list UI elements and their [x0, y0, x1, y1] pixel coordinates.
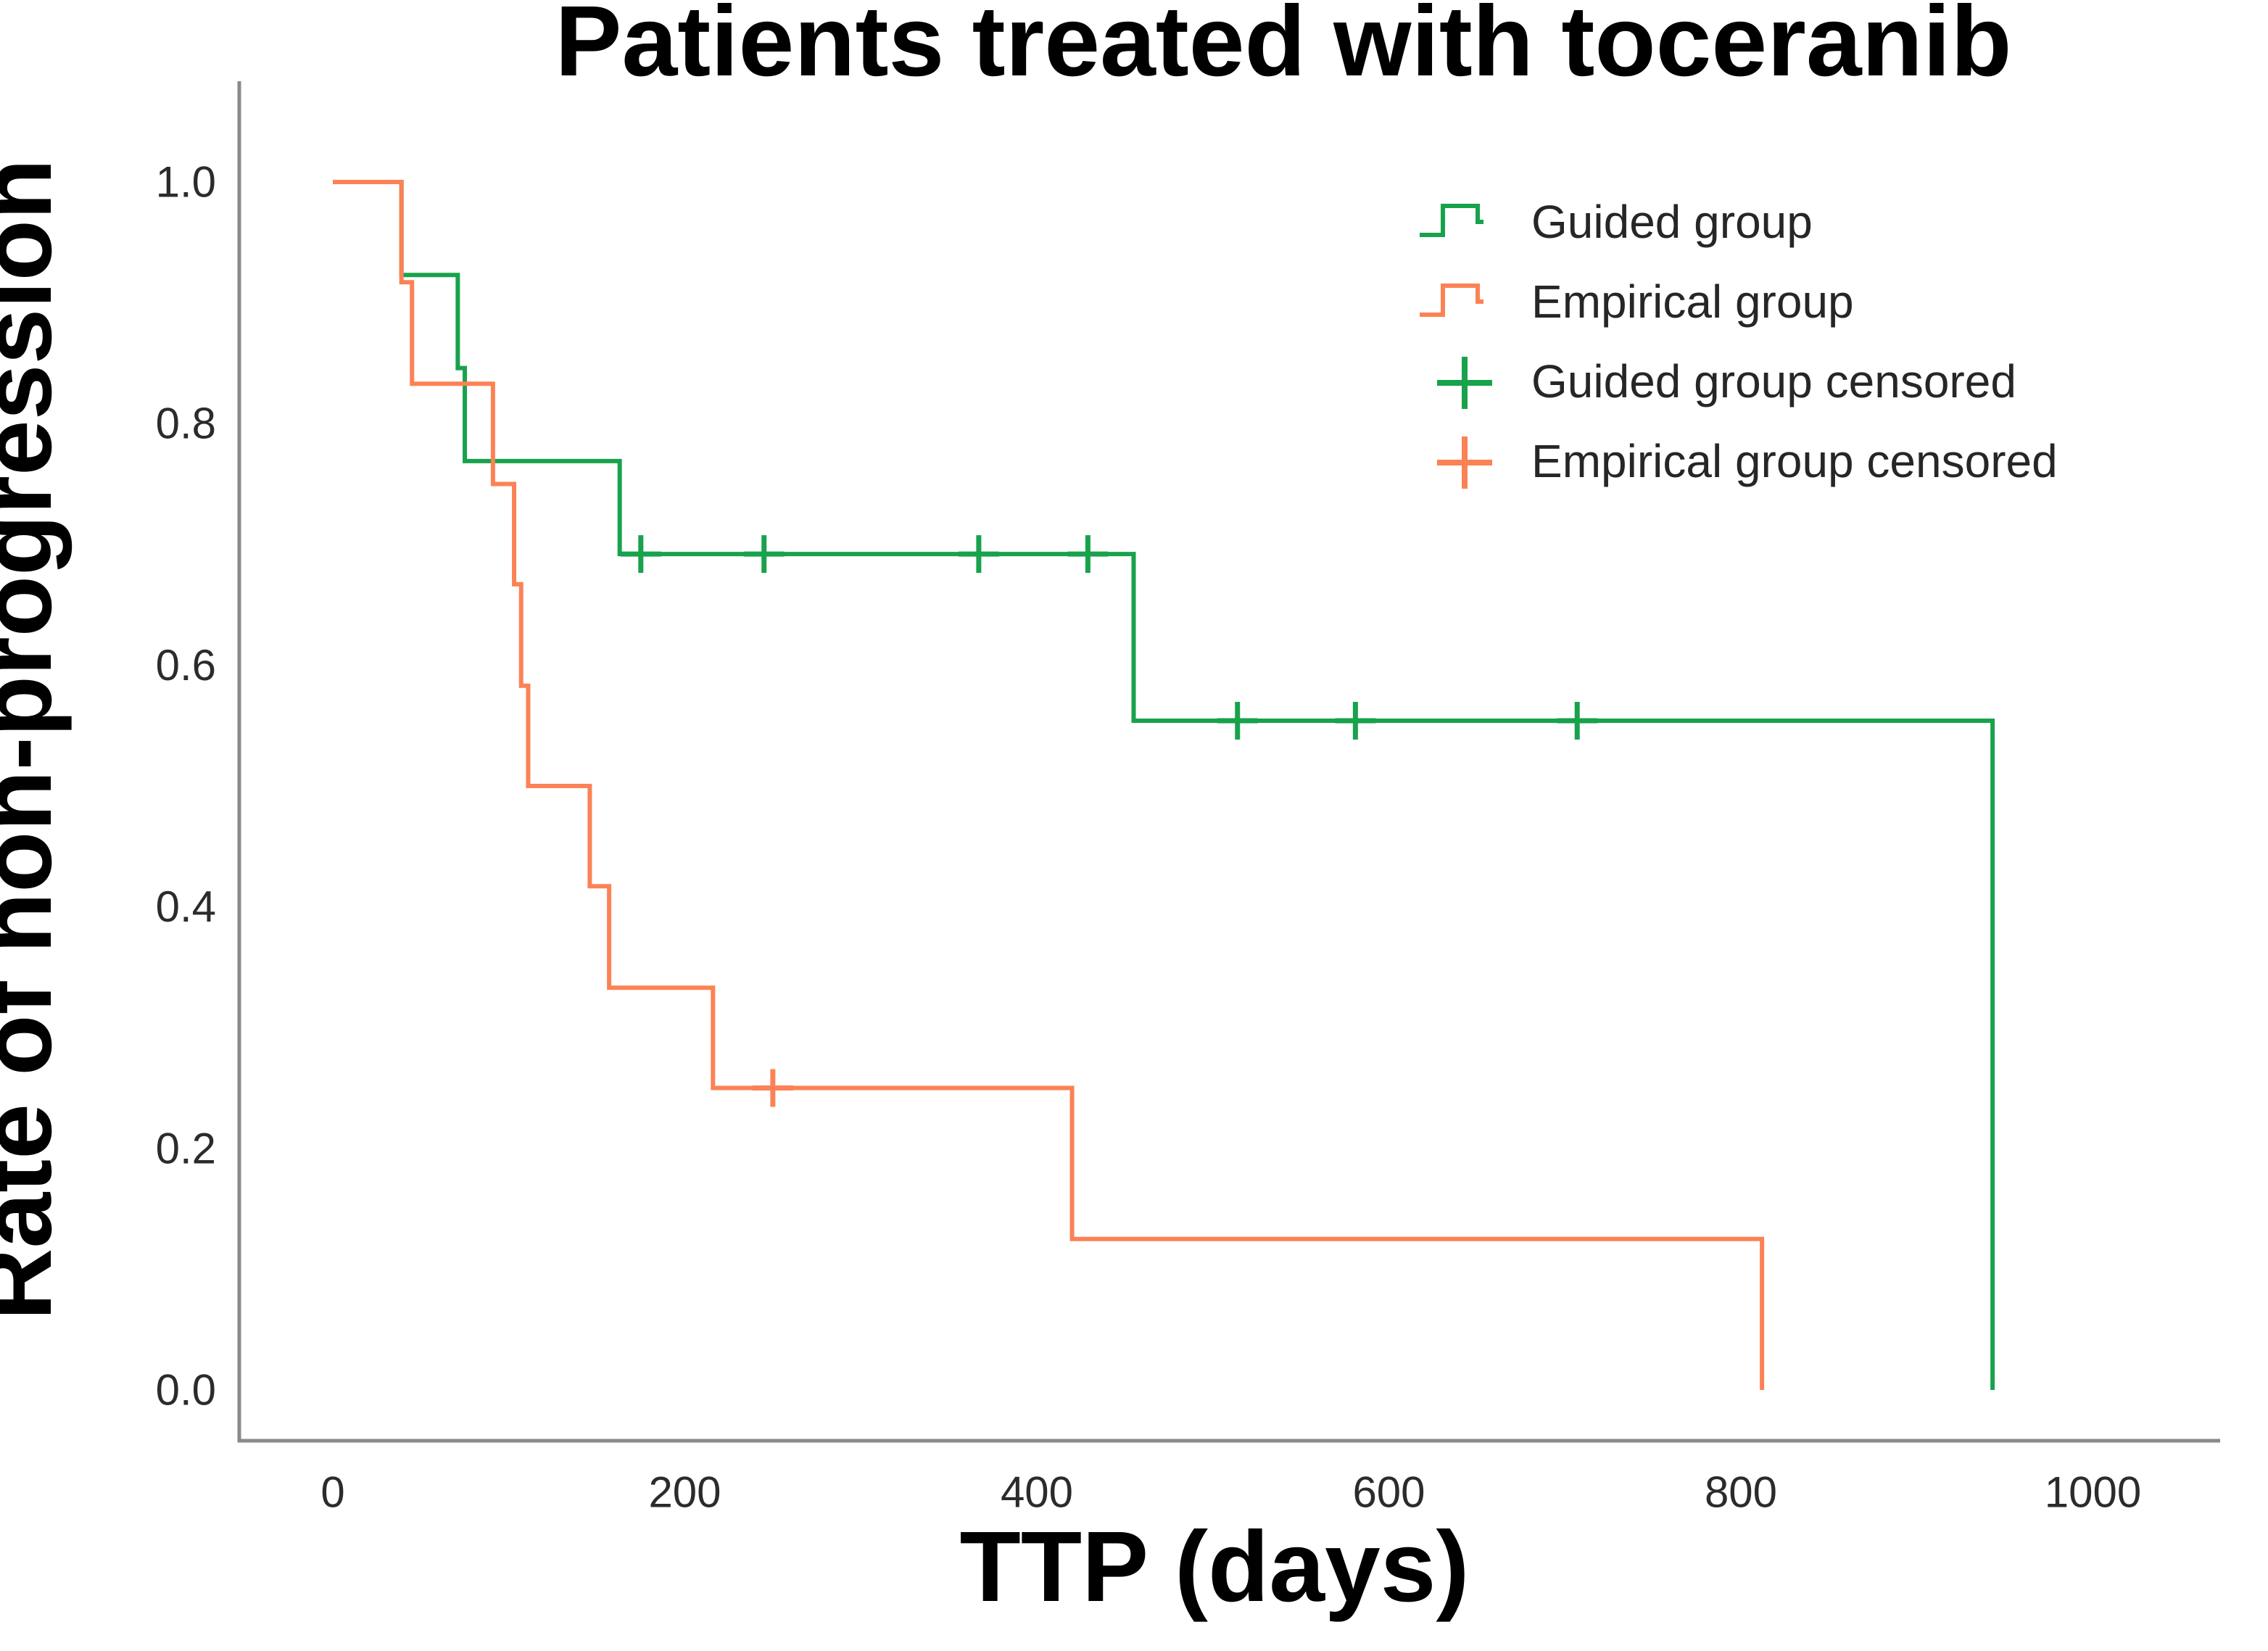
survival-curves	[333, 180, 1995, 1390]
guided-group-censored-mark	[743, 535, 785, 574]
guided-group-censored-mark	[1067, 535, 1109, 574]
legend-label-empirical: Empirical group	[1531, 276, 1854, 328]
legend-label-guided: Guided group	[1531, 196, 1813, 248]
y-tick-label: 0.8	[156, 400, 216, 448]
empirical-group-curve	[333, 180, 1765, 1390]
y-tick-label: 0.0	[156, 1366, 216, 1415]
x-tick-label: 200	[648, 1468, 721, 1517]
y-tick-label: 0.4	[156, 882, 216, 931]
guided-group-censored-mark	[1557, 702, 1598, 740]
y-tick-label: 1.0	[156, 158, 216, 207]
guided-group-censored-mark	[1217, 702, 1258, 740]
y-tick-label: 0.2	[156, 1124, 216, 1172]
legend: Guided group Empirical group Guided grou…	[1420, 196, 2058, 489]
guided-group-censored-mark	[958, 535, 999, 574]
x-tick-label: 600	[1352, 1468, 1425, 1517]
y-tick-label: 0.6	[156, 641, 216, 690]
legend-label-guided-censored: Guided group censored	[1531, 355, 2016, 407]
x-axis-tick-labels: 0 200 400 600 800 1000	[320, 1468, 2141, 1517]
empirical-censored-plus-icon	[1437, 436, 1492, 489]
guided-step-icon	[1420, 204, 1483, 237]
empirical-group-censored-mark	[752, 1069, 793, 1107]
legend-label-empirical-censored: Empirical group censored	[1531, 435, 2058, 487]
legend-item-empirical: Empirical group	[1420, 276, 1854, 328]
x-axis-title: TTP (days)	[960, 1511, 1470, 1623]
y-axis-tick-labels: 0.0 0.2 0.4 0.6 0.8 1.0	[156, 158, 216, 1415]
y-axis-title: Rate of non-progression	[0, 159, 73, 1320]
guided-group-censored-mark	[620, 535, 661, 574]
empirical-step-icon	[1420, 284, 1483, 317]
legend-item-empirical-censored: Empirical group censored	[1437, 435, 2058, 489]
chart-title: Patients treated with toceranib	[555, 0, 2011, 97]
x-tick-label: 0	[320, 1468, 344, 1517]
x-tick-label: 800	[1705, 1468, 1777, 1517]
guided-group-censored-mark	[1335, 702, 1376, 740]
censor-marks	[620, 535, 1598, 1107]
guided-censored-plus-icon	[1437, 357, 1492, 409]
x-tick-label: 400	[1001, 1468, 1073, 1517]
legend-item-guided: Guided group	[1420, 196, 1813, 248]
legend-item-guided-censored: Guided group censored	[1437, 355, 2016, 409]
x-tick-label: 1000	[2045, 1468, 2141, 1517]
